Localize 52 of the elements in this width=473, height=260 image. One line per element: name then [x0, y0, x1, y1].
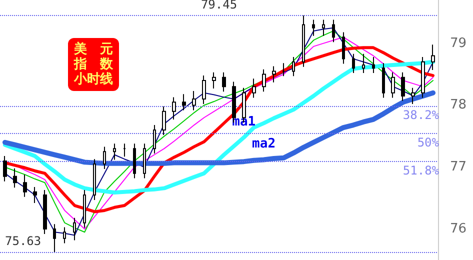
candlestick: [153, 124, 156, 154]
candlestick: [73, 217, 76, 241]
candlestick: [23, 174, 27, 198]
annotation: 38.2%: [402, 108, 440, 122]
candlestick: [411, 87, 415, 104]
candlestick: [262, 68, 266, 92]
annotation: 51.8%: [402, 164, 440, 178]
candlestick: [43, 190, 47, 234]
candlestick: [352, 53, 355, 74]
series-label: ma2: [252, 136, 276, 152]
y-tick-label: 79: [450, 36, 467, 51]
candlestick: [103, 146, 106, 170]
candlestick: [123, 143, 126, 158]
candlestick: [292, 56, 295, 77]
candlestick: [212, 72, 216, 90]
candlestick: [162, 106, 166, 136]
candlestick: [83, 190, 86, 228]
candlestick: [192, 90, 196, 111]
candlestick: [182, 94, 186, 111]
candlestick: [33, 186, 37, 204]
candlestick: [172, 96, 176, 120]
candlestick: [322, 19, 325, 36]
candlestick: [113, 143, 116, 160]
candlestick: [431, 44, 435, 70]
candlestick: [382, 62, 385, 98]
candlestick: [362, 53, 365, 74]
candlestick: [342, 32, 345, 64]
y-tick-label: 78: [450, 98, 467, 113]
ref-line-label: 75.63: [5, 234, 42, 248]
candlestick: [372, 56, 375, 74]
candlestick: [53, 224, 56, 252]
candlestick: [391, 72, 395, 98]
candlestick: [93, 158, 96, 200]
candlestick: [401, 72, 405, 102]
candlestick: [202, 75, 206, 104]
candlestick: [63, 226, 66, 244]
candlestick: [302, 14, 305, 68]
annotation: 50%: [417, 136, 440, 150]
candlestick: [312, 19, 315, 36]
candlestick: [421, 56, 425, 98]
candlestick: [13, 168, 17, 188]
candlestick: [332, 19, 335, 43]
y-tick-label: 77: [450, 160, 467, 175]
text: 美元指数小时线: [73, 41, 114, 87]
candlestick: [143, 143, 146, 179]
candlestick: [222, 72, 226, 92]
candlestick: [3, 156, 7, 182]
candlestick: [252, 78, 256, 98]
candlestick: [272, 66, 276, 83]
candlestick: [133, 143, 136, 179]
candlestick: [282, 62, 285, 77]
y-tick-label: 76: [450, 222, 467, 237]
